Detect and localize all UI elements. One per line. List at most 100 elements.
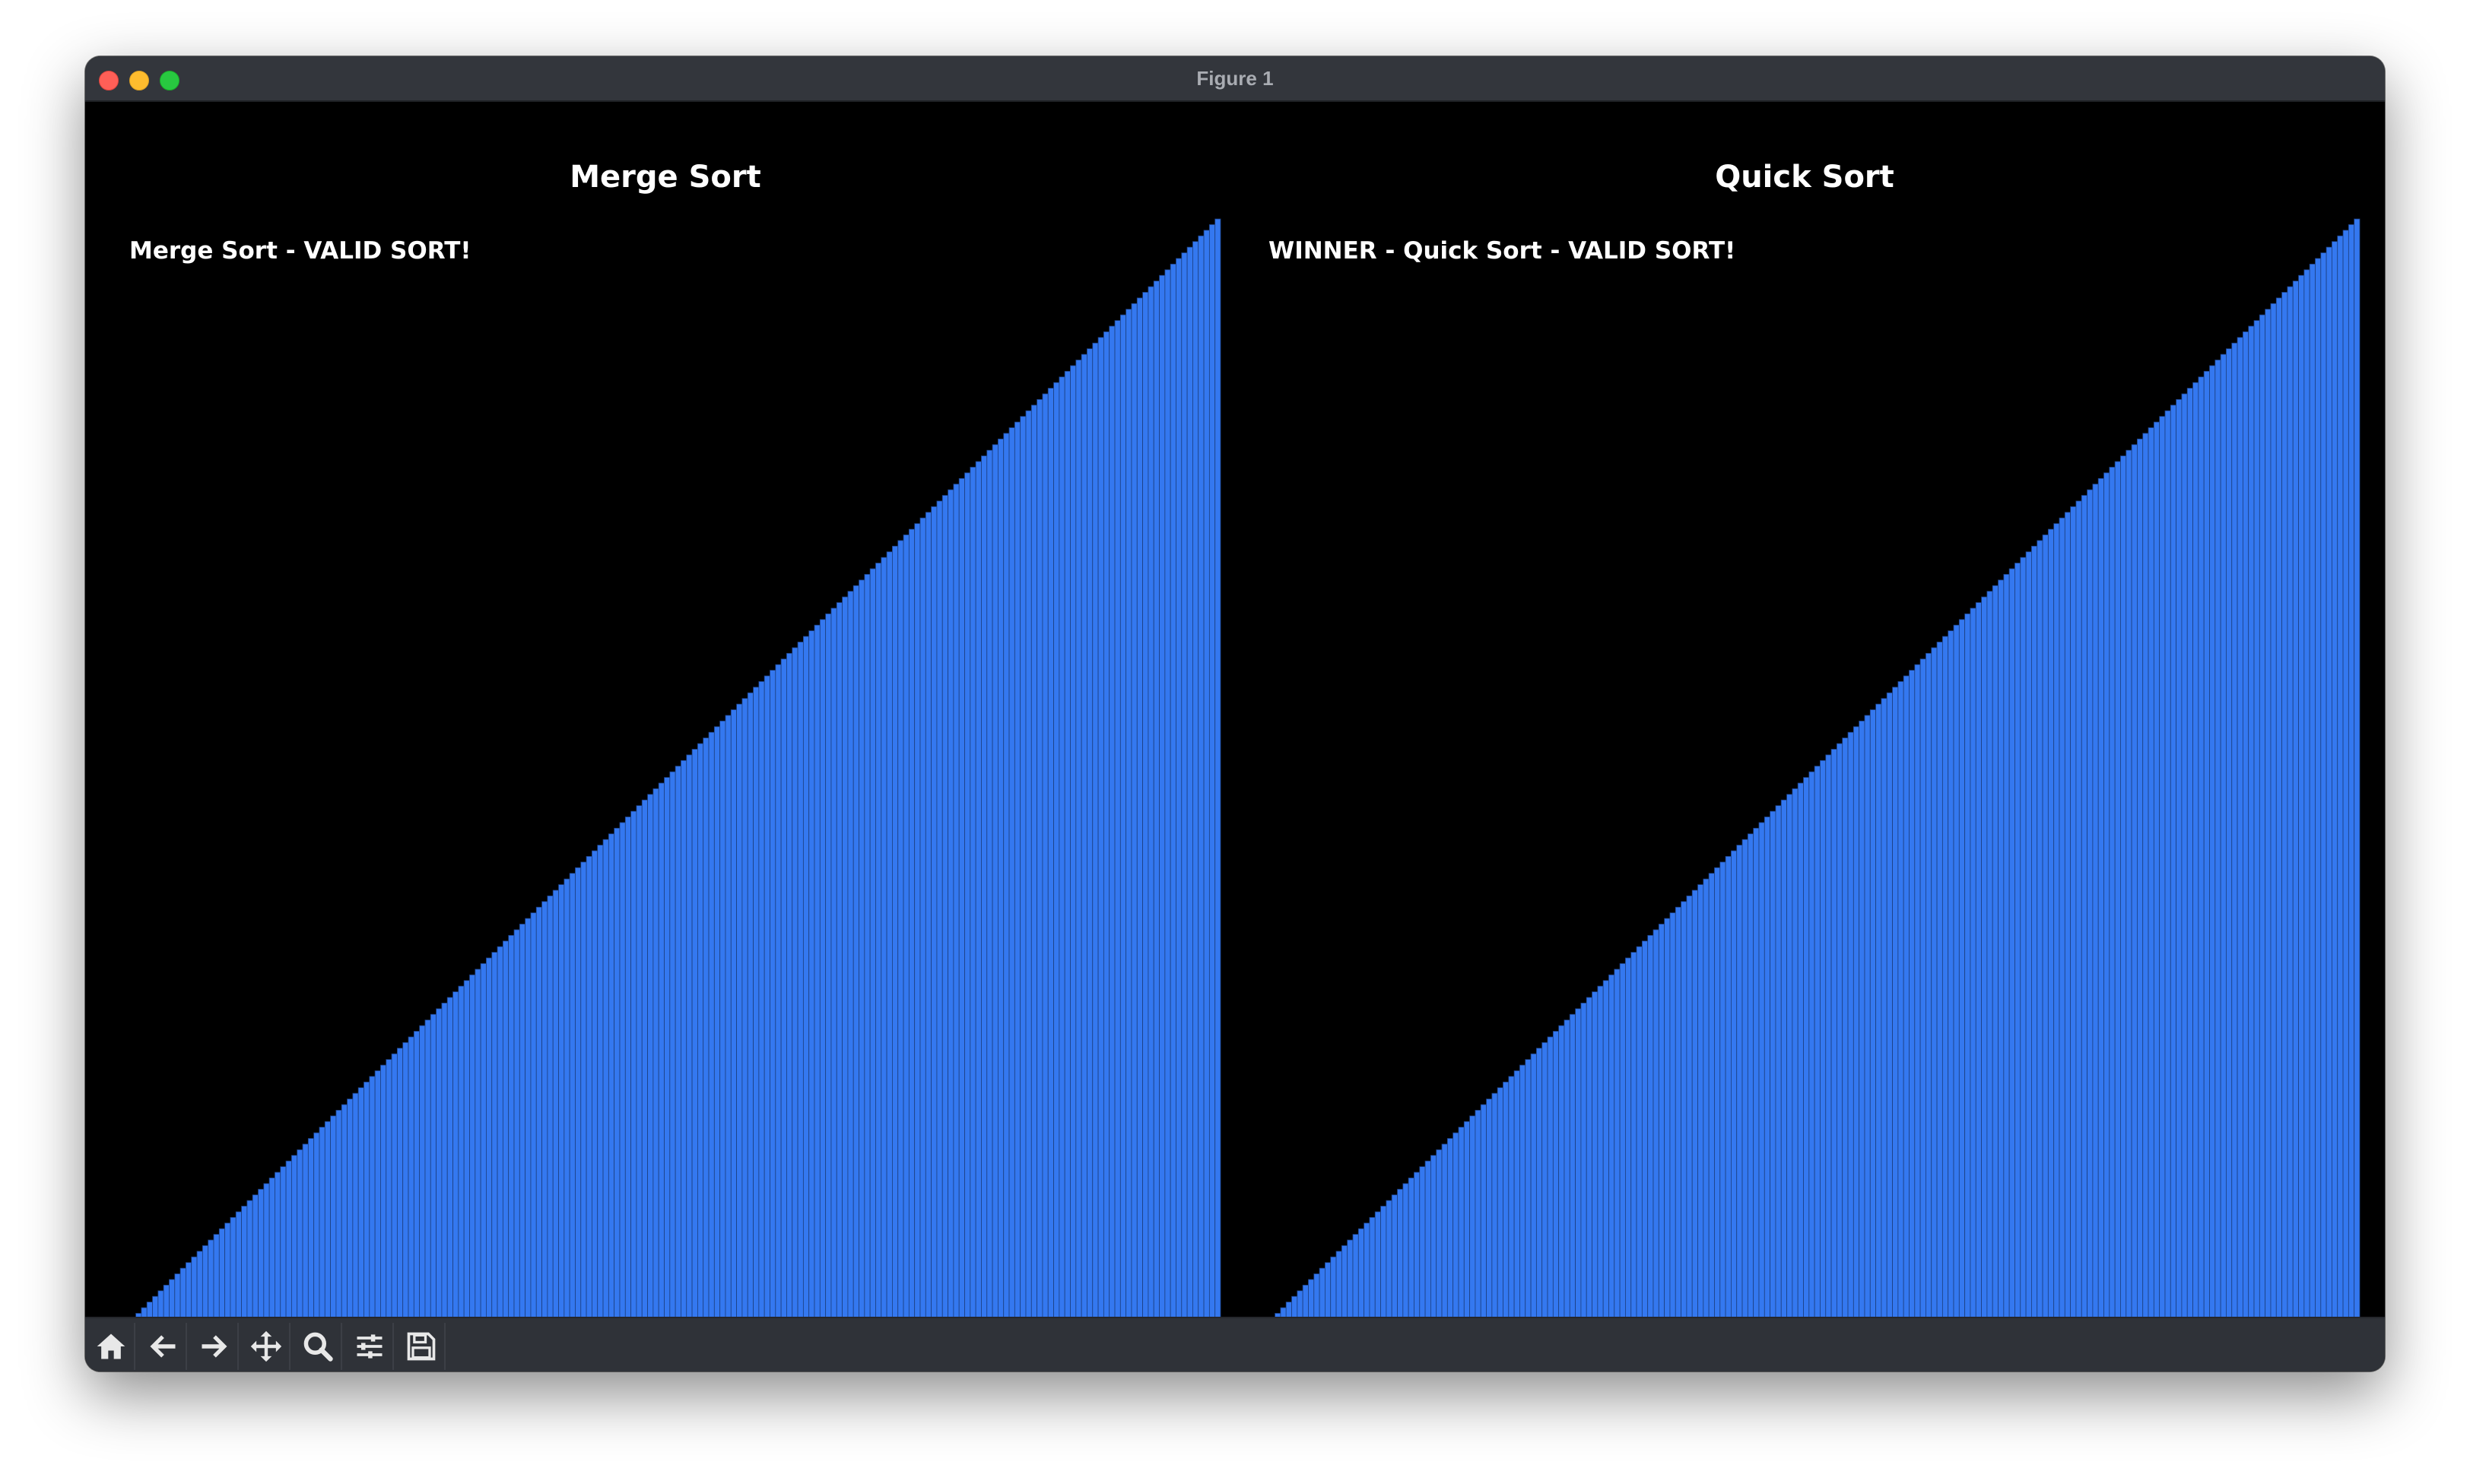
merge-sort-bar: [981, 455, 988, 1348]
back-arrow-icon: [150, 1335, 176, 1358]
quick-sort-bar: [1836, 743, 1843, 1348]
plots-svg: [107, 218, 2360, 1348]
close-window-button[interactable]: [99, 71, 119, 90]
minimize-window-button[interactable]: [129, 71, 149, 90]
merge-sort-bar: [408, 1036, 414, 1348]
quick-sort-bar: [1975, 602, 1982, 1348]
home-button[interactable]: [88, 1323, 135, 1370]
merge-sort-bar: [586, 856, 592, 1348]
merge-sort-bar: [357, 1087, 364, 1348]
quick-sort-bar: [1842, 737, 1849, 1348]
quick-sort-bar: [2186, 388, 2193, 1348]
figure-canvas[interactable]: Merge Sort Quick Sort Merge Sort - VALID…: [85, 102, 2385, 1371]
merge-sort-bar: [1103, 331, 1110, 1348]
merge-sort-bar: [497, 946, 503, 1348]
merge-sort-bar: [1008, 427, 1015, 1348]
merge-sort-bar: [1075, 360, 1082, 1348]
merge-sort-bar: [703, 737, 710, 1348]
merge-sort-bar: [1119, 314, 1127, 1348]
merge-sort-bar: [1053, 382, 1060, 1348]
quick-sort-bar: [1753, 827, 1760, 1348]
merge-sort-bar: [925, 512, 932, 1348]
quick-sort-bar: [2287, 286, 2294, 1348]
quick-sort-bar: [2059, 517, 2065, 1348]
figure-window: Figure 1 Merge Sort Quick Sort Merge Sor…: [85, 56, 2385, 1371]
quick-sort-bar: [2020, 556, 2027, 1348]
merge-sort-bar: [1059, 376, 1065, 1348]
quick-sort-bar: [2120, 455, 2127, 1348]
merge-sort-bar: [730, 709, 738, 1348]
window-titlebar[interactable]: Figure 1: [85, 56, 2385, 102]
quick-sort-bar: [1958, 619, 1966, 1348]
merge-sort-bar: [1020, 416, 1027, 1348]
merge-sort-bar: [380, 1064, 387, 1348]
quick-sort-bar: [1486, 1099, 1493, 1348]
merge-sort-bar: [697, 743, 704, 1348]
merge-sort-bar: [664, 777, 671, 1348]
pan-button[interactable]: [243, 1323, 290, 1370]
quick-sort-bar: [1736, 845, 1743, 1348]
quick-sort-bar: [1564, 1019, 1570, 1348]
merge-sort-bar: [564, 878, 570, 1348]
quick-sort-bar: [1675, 906, 1681, 1348]
quick-sort-bar: [1681, 901, 1687, 1348]
merge-sort-bar: [842, 596, 849, 1348]
quick-sort-bar: [1647, 934, 1654, 1348]
merge-sort-bar: [463, 980, 470, 1348]
forward-button[interactable]: [192, 1323, 239, 1370]
quick-sort-bar: [1652, 929, 1659, 1348]
quick-sort-bar: [2332, 241, 2338, 1348]
merge-sort-bar: [374, 1070, 381, 1348]
home-icon: [97, 1333, 125, 1359]
quick-sort-bar: [1636, 946, 1643, 1348]
merge-sort-bar: [658, 782, 665, 1348]
quick-sort-bar: [2303, 269, 2310, 1348]
forward-arrow-icon: [202, 1335, 227, 1358]
quick-sort-bar: [1909, 670, 1916, 1348]
configure-subplots-button[interactable]: [347, 1323, 394, 1370]
quick-sort-bar: [1703, 878, 1710, 1348]
merge-sort-bar: [986, 449, 993, 1348]
quick-sort-bar: [1775, 805, 1782, 1348]
quick-sort-bar: [1530, 1053, 1537, 1348]
save-button[interactable]: [398, 1323, 446, 1370]
merge-sort-bar: [802, 636, 810, 1348]
quick-sort-bar: [2265, 309, 2272, 1348]
quick-sort-bar: [1658, 924, 1665, 1348]
quick-sort-bar: [2192, 382, 2199, 1348]
back-button[interactable]: [140, 1323, 187, 1370]
merge-sort-bar: [647, 794, 654, 1348]
quick-sort-bar: [1830, 749, 1837, 1348]
quick-sort-bar: [1519, 1064, 1526, 1348]
quick-sort-bar: [2176, 399, 2183, 1348]
merge-sort-bar: [808, 630, 815, 1348]
quick-sort-bar: [1919, 658, 1926, 1348]
quick-sort-bar: [2126, 449, 2132, 1348]
quick-sort-bar: [1458, 1127, 1465, 1348]
quick-sort-bar: [2292, 281, 2299, 1348]
maximize-window-button[interactable]: [160, 71, 179, 90]
merge-sort-title: Merge Sort: [570, 160, 761, 195]
quick-sort-bar: [1998, 579, 2005, 1348]
merge-sort-bar: [686, 754, 693, 1348]
merge-sort-bar: [875, 563, 882, 1348]
quick-sort-bar: [1941, 636, 1949, 1348]
merge-sort-bar: [770, 670, 776, 1348]
quick-sort-bar: [2275, 297, 2283, 1348]
merge-sort-bar: [736, 703, 743, 1348]
merge-sort-bar: [319, 1127, 325, 1348]
quick-sort-bar: [1814, 766, 1821, 1348]
merge-sort-bar: [864, 574, 871, 1348]
merge-sort-bar: [931, 506, 938, 1348]
merge-sort-bar: [535, 906, 542, 1348]
quick-sort-bar: [2003, 574, 2010, 1348]
merge-sort-bar: [780, 658, 787, 1348]
quick-sort-bar: [2309, 263, 2316, 1348]
quick-sort-bar: [2131, 444, 2138, 1348]
zoom-button[interactable]: [295, 1323, 342, 1370]
quick-sort-bar: [2159, 416, 2166, 1348]
merge-sort-bar: [1153, 281, 1160, 1348]
merge-sort-bar: [852, 585, 859, 1348]
quick-sort-bar: [1452, 1132, 1459, 1348]
merge-sort-bar: [525, 918, 532, 1348]
